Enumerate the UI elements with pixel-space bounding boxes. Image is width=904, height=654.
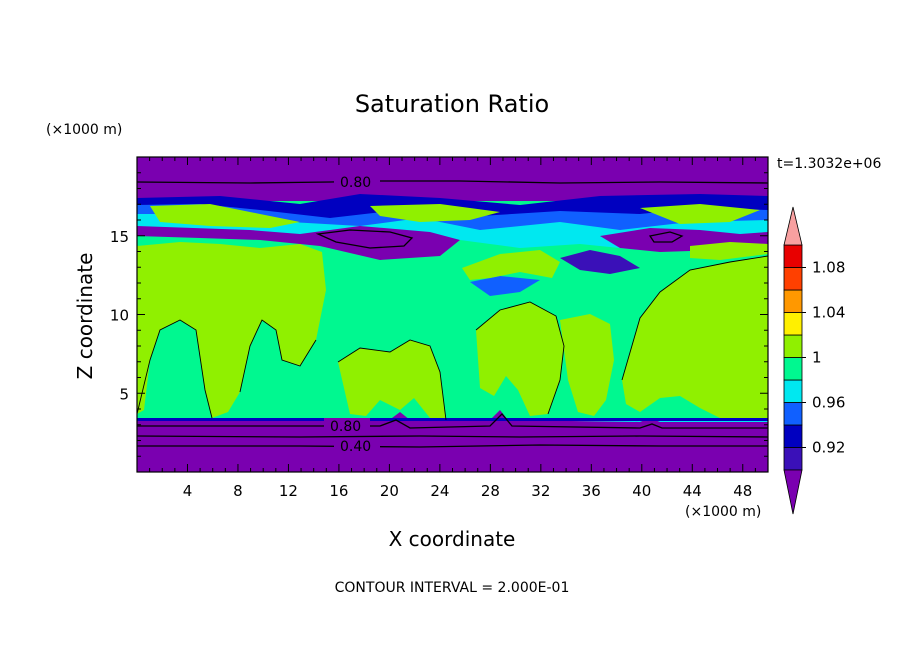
colorbar-label: 1 bbox=[812, 349, 822, 367]
x-tick-label: 4 bbox=[183, 482, 193, 500]
field-upper-green-patch-2 bbox=[370, 204, 500, 222]
y-axis: 5 10 15 bbox=[110, 172, 768, 457]
contour-lower-2 bbox=[137, 435, 768, 438]
contour-label-bg bbox=[324, 418, 370, 432]
colorbar-label: 0.92 bbox=[812, 439, 845, 457]
field-dry-pocket-blue bbox=[560, 250, 640, 274]
x-tick-label: 24 bbox=[430, 482, 449, 500]
x-tick-label: 48 bbox=[733, 482, 752, 500]
x-tick-label: 20 bbox=[380, 482, 399, 500]
field-lower-blue-line bbox=[137, 418, 768, 421]
contour-0.80-upper bbox=[137, 180, 768, 184]
contour-mid-wiggle bbox=[137, 255, 768, 421]
x-tick-label: 28 bbox=[481, 482, 500, 500]
contour-pocket-right bbox=[648, 231, 684, 243]
colorbar: 0.92 0.96 1 1.04 1.08 bbox=[783, 206, 845, 515]
colorbar-segment bbox=[783, 334, 803, 358]
colorbar-label: 0.96 bbox=[812, 394, 845, 412]
colorbar-label: 1.08 bbox=[812, 259, 845, 277]
field-upper-green-patch bbox=[150, 204, 300, 228]
contour-0.40 bbox=[137, 444, 768, 448]
x-tick-label: 32 bbox=[531, 482, 550, 500]
colorbar-high-triangle bbox=[783, 206, 803, 246]
colorbar-label: 1.04 bbox=[812, 304, 845, 322]
colorbar-segment bbox=[783, 357, 803, 381]
colorbar-segment bbox=[783, 447, 803, 471]
colorbar-low-triangle bbox=[783, 469, 803, 515]
contour-label: 0.80 bbox=[340, 175, 371, 191]
y-tick-label: 10 bbox=[110, 307, 129, 325]
colorbar-segment bbox=[783, 244, 803, 268]
x-axis-label: X coordinate bbox=[389, 527, 516, 551]
colorbar-segment bbox=[783, 267, 803, 291]
field-dry-pocket bbox=[137, 226, 460, 260]
x-unit-label: (×1000 m) bbox=[685, 504, 761, 520]
x-tick-label: 36 bbox=[582, 482, 601, 500]
x-axis: 4 8 12 16 20 24 28 32 36 40 44 48 bbox=[149, 157, 756, 500]
field-green-center-right bbox=[560, 314, 614, 416]
x-tick-label: 40 bbox=[632, 482, 651, 500]
contour-0.80-lower bbox=[137, 413, 768, 429]
contour-label-bg bbox=[334, 173, 380, 189]
field-green-mid-2 bbox=[476, 302, 564, 416]
x-tick-label: 12 bbox=[279, 482, 298, 500]
field-green-right bbox=[622, 256, 768, 418]
contour-pocket-left bbox=[315, 229, 414, 249]
colorbar-segment bbox=[783, 379, 803, 403]
colorbar-segment bbox=[783, 289, 803, 313]
contour-label: 0.40 bbox=[340, 439, 371, 455]
colorbar-segment bbox=[783, 402, 803, 426]
colorbar-segment bbox=[783, 312, 803, 336]
field-green-left bbox=[137, 242, 326, 418]
field-upper-green-patch-3 bbox=[640, 204, 760, 224]
y-tick-label: 5 bbox=[119, 385, 129, 403]
x-tick-label: 16 bbox=[329, 482, 348, 500]
contour-interval-footer: CONTOUR INTERVAL = 2.000E-01 bbox=[335, 580, 570, 596]
field-dry-pocket-blue-2 bbox=[470, 276, 540, 296]
contour-label: 0.80 bbox=[330, 419, 361, 435]
field-green-right-top bbox=[690, 242, 768, 260]
field-green-mid bbox=[462, 250, 560, 280]
x-tick-label: 8 bbox=[233, 482, 243, 500]
x-tick-label: 44 bbox=[683, 482, 702, 500]
time-label: t=1.3032e+06 bbox=[777, 156, 881, 172]
plot-area: 0.80 0.80 0.40 bbox=[137, 157, 768, 472]
contour-label-bg bbox=[334, 438, 380, 452]
chart-title: Saturation Ratio bbox=[355, 90, 549, 118]
field-green-center bbox=[338, 340, 446, 420]
y-unit-label: (×1000 m) bbox=[46, 122, 122, 138]
field-upper-dry bbox=[137, 157, 768, 201]
colorbar-segment bbox=[783, 424, 803, 448]
y-axis-label: Z coordinate bbox=[73, 253, 97, 380]
y-tick-label: 15 bbox=[110, 228, 129, 246]
